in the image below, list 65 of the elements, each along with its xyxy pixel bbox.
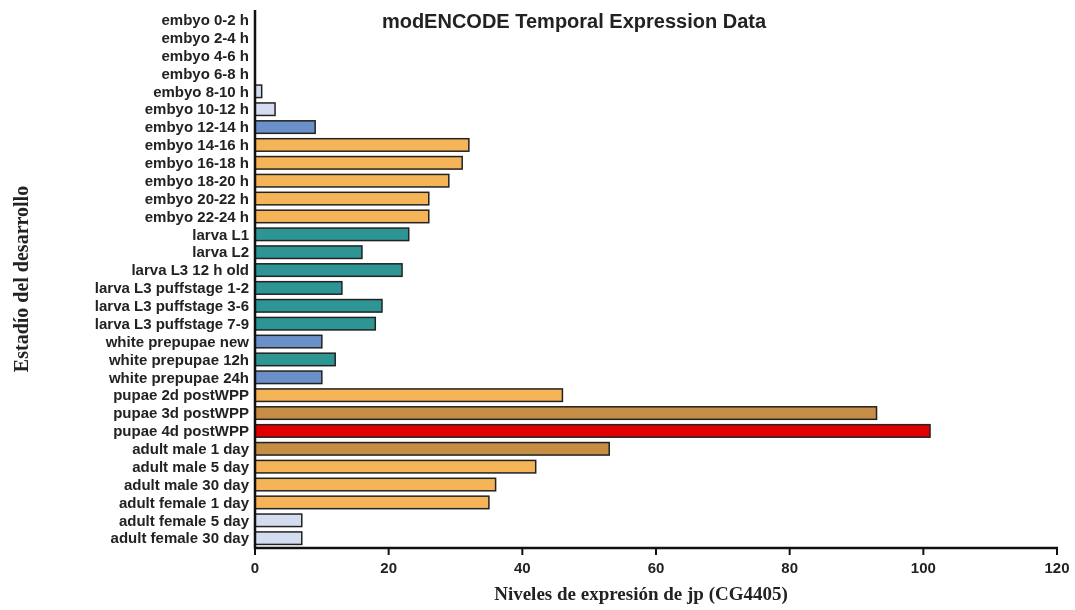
bar	[254, 477, 497, 492]
y-tick-label: embyo 10-12 h	[144, 100, 249, 118]
bar	[254, 352, 336, 367]
y-tick-label: embyo 20-22 h	[144, 189, 249, 207]
y-tick-label: larva L2	[192, 243, 249, 261]
bar	[254, 316, 377, 331]
y-tick-label: larva L3 puffstage 1-2	[94, 279, 249, 297]
bar	[254, 298, 383, 313]
bar	[254, 155, 463, 170]
x-tick-label: 0	[250, 559, 260, 576]
bar	[254, 263, 403, 278]
y-tick-label: embyo 8-10 h	[153, 82, 249, 100]
y-tick-label: white prepupae 24h	[107, 368, 249, 386]
y-tick-label: embyo 0-2 h	[161, 11, 249, 29]
bar	[254, 406, 878, 421]
x-tick-label: 100	[910, 559, 936, 576]
y-tick-label: pupae 3d postWPP	[113, 404, 249, 422]
x-tick-label: 20	[380, 559, 398, 576]
y-tick-label: larva L3 puffstage 7-9	[94, 314, 249, 332]
x-axis-title: Niveles de expresión de jp (CG4405)	[494, 583, 788, 605]
bar	[254, 531, 303, 546]
y-tick-label: adult female 30 day	[110, 529, 250, 547]
y-tick-label: larva L3 puffstage 3-6	[94, 297, 249, 315]
x-tick-label: 60	[647, 559, 665, 576]
bar	[254, 513, 303, 528]
bar	[254, 173, 450, 188]
y-tick-label: white prepupae new	[104, 332, 250, 350]
y-tick-label: adult male 5 day	[132, 457, 250, 475]
bar	[254, 280, 343, 295]
bar	[254, 102, 276, 117]
y-tick-label: embyo 6-8 h	[161, 64, 249, 82]
y-axis-title: Estadío del desarrollo	[10, 185, 32, 373]
y-tick-label: adult female 1 day	[118, 493, 250, 511]
y-tick-label: adult male 30 day	[123, 475, 250, 493]
y-tick-label: pupae 2d postWPP	[113, 386, 249, 404]
bar	[254, 120, 316, 135]
x-tick-label: 80	[781, 559, 799, 576]
bar	[254, 334, 323, 349]
y-tick-label: pupae 4d postWPP	[113, 422, 249, 440]
bar	[254, 459, 537, 474]
bar	[254, 191, 430, 206]
y-tick-label: embyo 4-6 h	[161, 46, 249, 64]
bar	[254, 388, 564, 403]
y-tick-label: adult male 1 day	[132, 440, 250, 458]
bar	[254, 209, 430, 224]
bar	[254, 370, 323, 385]
y-tick-label: adult female 5 day	[118, 511, 250, 529]
y-tick-label: white prepupae 12h	[107, 350, 249, 368]
x-tick-label: 40	[513, 559, 531, 576]
y-tick-label: embyo 18-20 h	[144, 171, 249, 189]
x-tick-label: 120	[1044, 559, 1070, 576]
bar	[254, 495, 490, 510]
bar	[254, 441, 610, 456]
bar	[254, 227, 410, 242]
y-tick-label: larva L1	[192, 225, 249, 243]
bar	[254, 245, 363, 260]
y-tick-label: larva L3 12 h old	[131, 261, 249, 279]
y-tick-label: embyo 2-4 h	[161, 28, 249, 46]
y-tick-label: embyo 12-14 h	[144, 118, 249, 136]
y-tick-label: embyo 16-18 h	[144, 154, 249, 172]
bar	[254, 137, 470, 152]
y-tick-label: embyo 22-24 h	[144, 207, 249, 225]
bar	[254, 423, 931, 438]
chart-title: modENCODE Temporal Expression Data	[381, 10, 767, 32]
y-tick-label: embyo 14-16 h	[144, 136, 249, 154]
